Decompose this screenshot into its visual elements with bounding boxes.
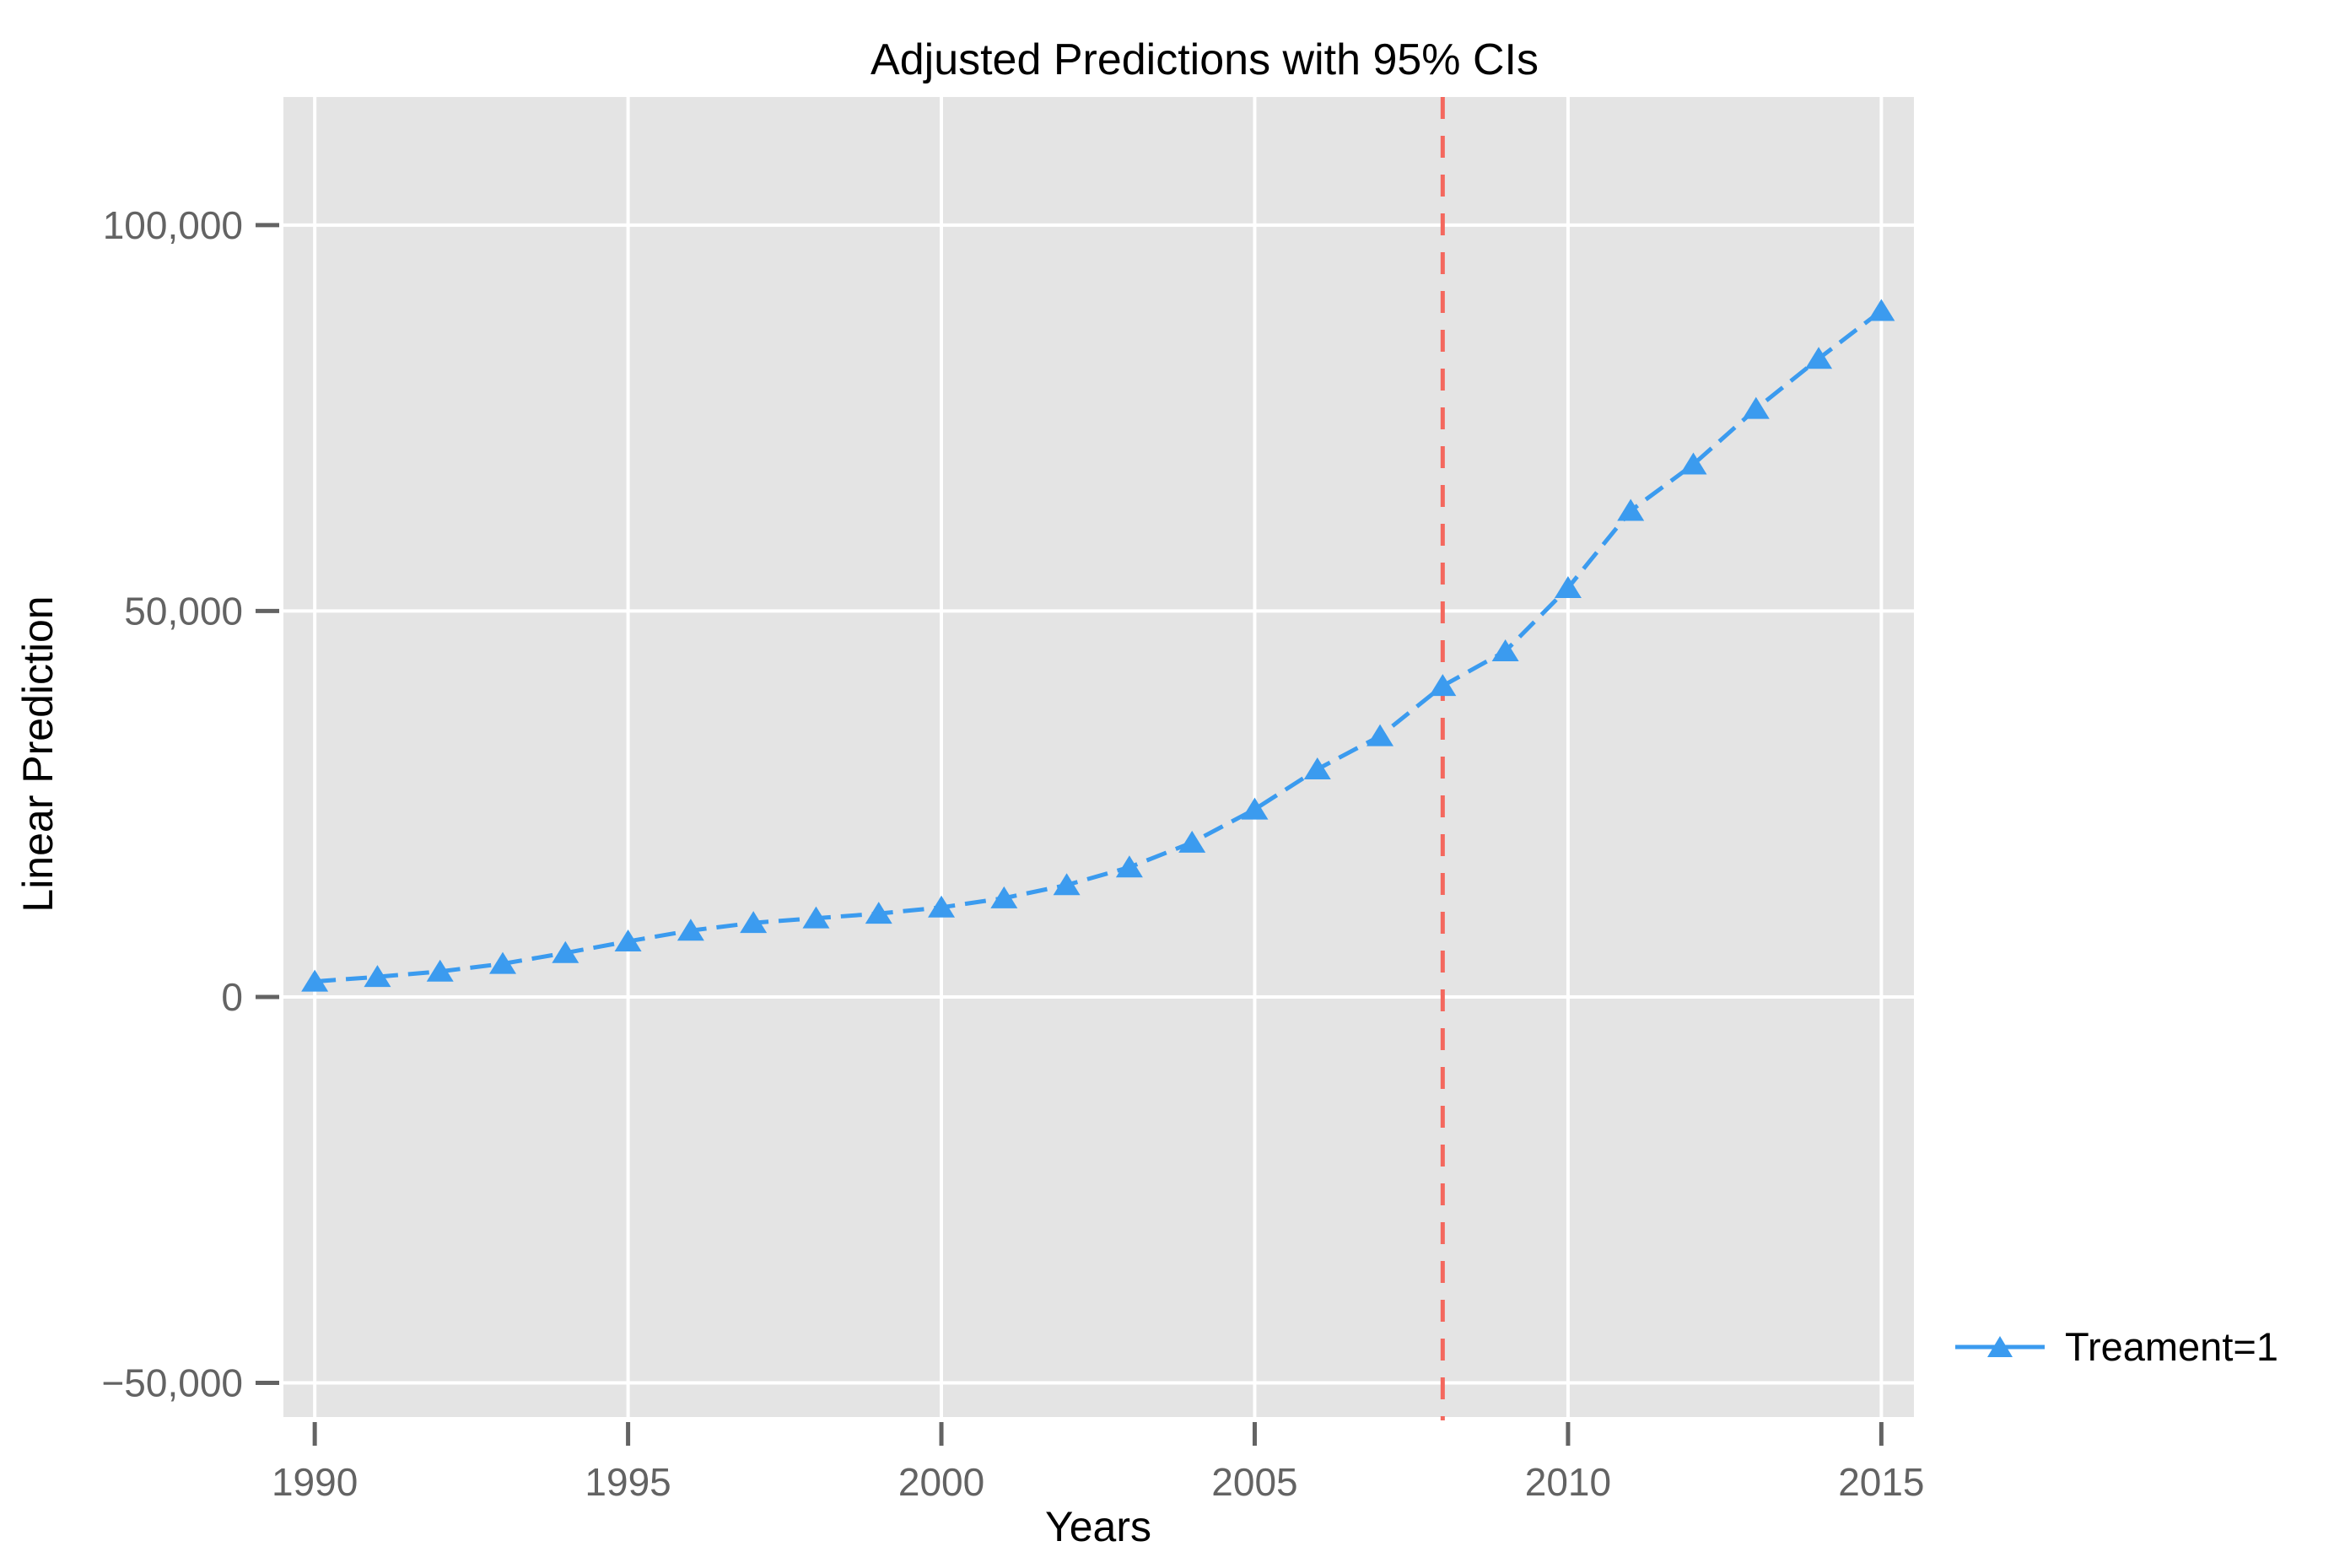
legend-label: Treament=1 (2065, 1324, 2278, 1369)
x-tick-label: 1995 (585, 1460, 671, 1504)
data-point-marker (1554, 575, 1582, 598)
data-point-marker (426, 959, 454, 982)
legend: Treament=1 (1955, 1324, 2278, 1369)
x-tick-label: 1990 (272, 1460, 358, 1504)
data-point-marker (1366, 724, 1394, 746)
data-point-marker (1429, 674, 1457, 697)
gridlines (283, 97, 1914, 1417)
data-point-marker (1491, 639, 1519, 662)
data-point-marker (301, 969, 329, 992)
data-point-marker (1742, 396, 1770, 419)
y-tick-label: 50,000 (124, 589, 243, 633)
data-point-marker (364, 965, 391, 988)
data-series-layer (301, 299, 1895, 992)
data-point-marker (865, 902, 892, 924)
data-point-marker (676, 919, 704, 941)
data-point-marker (928, 895, 956, 918)
x-tick-label: 2005 (1211, 1460, 1297, 1504)
y-tick-label: 0 (221, 975, 243, 1019)
data-point-marker (1805, 347, 1833, 369)
data-point-marker (1241, 797, 1269, 820)
chart-title: Adjusted Predictions with 95% CIs (871, 35, 1539, 84)
data-point-marker (552, 940, 579, 963)
data-point-marker (614, 929, 642, 952)
data-point-marker (489, 951, 517, 974)
axis-tick-labels: −50,000 0 50,000 100,000 1990 1995 2000 2005 201… (101, 203, 1924, 1504)
data-point-marker (1617, 498, 1645, 521)
data-point-marker (1868, 299, 1895, 321)
data-point-marker (990, 886, 1018, 908)
data-point-marker (1115, 855, 1143, 878)
data-point-marker (740, 911, 768, 934)
y-tick-label: −50,000 (101, 1361, 243, 1404)
data-point-marker (1178, 830, 1206, 853)
x-tick-label: 2015 (1838, 1460, 1924, 1504)
data-point-marker (802, 906, 830, 929)
data-point-marker (1303, 757, 1331, 780)
x-axis-title: Years (1045, 1503, 1151, 1550)
data-point-marker (1679, 452, 1707, 475)
plot-area (283, 97, 1914, 1417)
data-point-marker (1053, 873, 1081, 896)
y-tick-label: 100,000 (103, 203, 243, 247)
y-axis-title: Linear Prediction (14, 595, 62, 912)
legend-triangle-marker-icon (1987, 1336, 2013, 1357)
axis-ticks (256, 223, 1884, 1446)
series-line (314, 309, 1883, 984)
x-tick-label: 2000 (898, 1460, 984, 1504)
x-tick-label: 2010 (1525, 1460, 1611, 1504)
